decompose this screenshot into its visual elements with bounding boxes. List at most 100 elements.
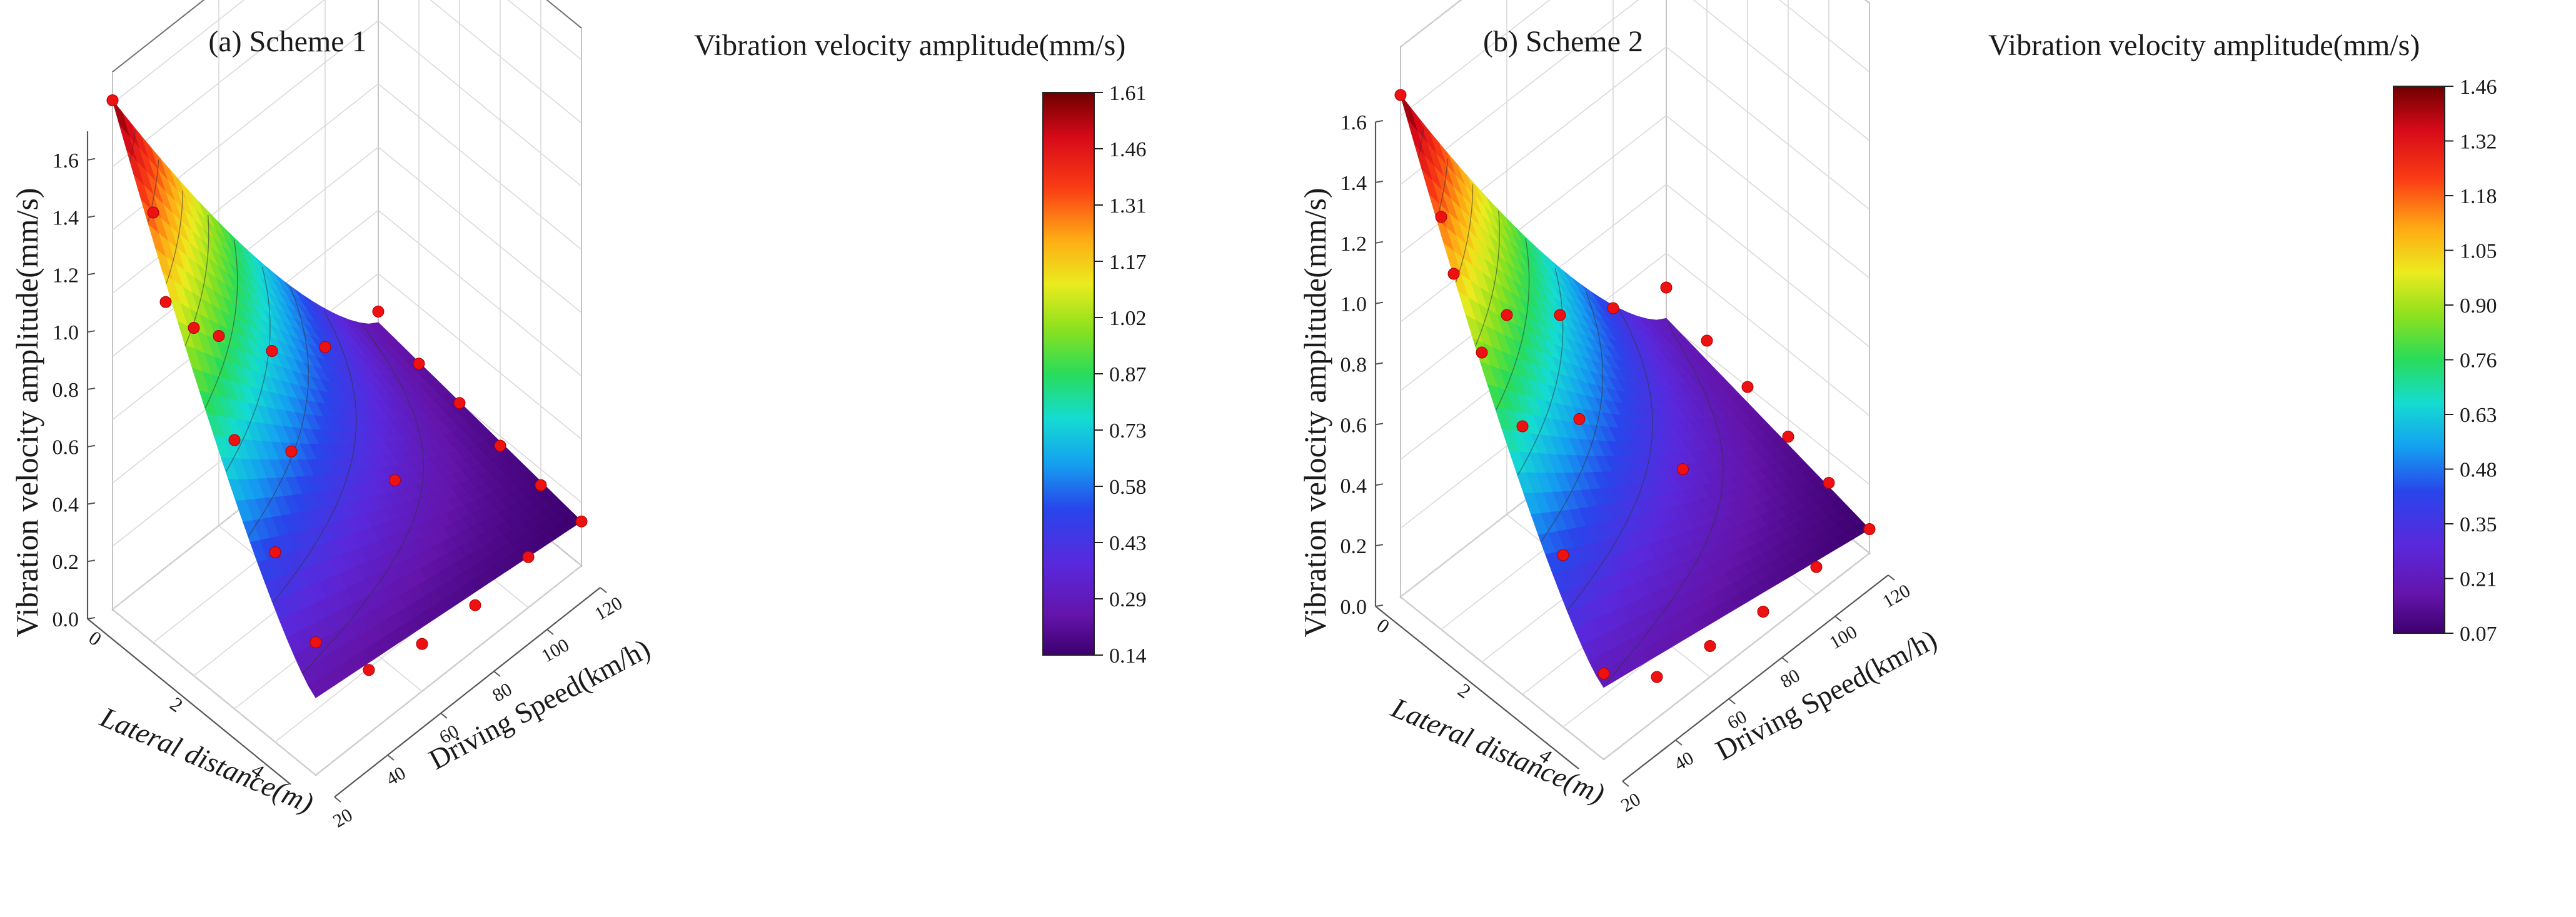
x-axis-line <box>1375 606 1579 769</box>
colorbar-tick-label: 1.61 <box>1109 82 1147 105</box>
z-tick-mark <box>1375 362 1384 365</box>
z-tick-label: 0.0 <box>1341 596 1367 619</box>
measured-point <box>1435 211 1447 223</box>
colorbar-tick-label: 0.90 <box>2460 294 2497 318</box>
measured-point <box>1677 463 1689 476</box>
z-tick-label: 1.2 <box>53 264 79 287</box>
colorbar-tick-label: 0.48 <box>2460 459 2497 482</box>
colorbar-tick-label: 0.43 <box>1109 532 1147 555</box>
y-tick-mark <box>600 587 607 593</box>
measured-point <box>575 515 588 528</box>
z-tick-mark <box>87 158 96 161</box>
z-tick-mark <box>87 559 96 563</box>
y-tick-mark <box>1781 657 1789 663</box>
z-tick-mark <box>87 387 96 390</box>
y-tick-mark <box>387 754 395 761</box>
contour-line <box>225 266 271 473</box>
z-tick-label: 0.8 <box>1341 354 1367 377</box>
y-tick-label: 120 <box>1879 580 1914 612</box>
measured-point <box>1597 668 1610 679</box>
contour-line <box>1436 158 1449 220</box>
z-gridline <box>112 0 582 168</box>
z-tick-labels: 0.0 0.2 0.4 0.6 0.8 1.0 1.2 1.4 1.6 <box>53 149 96 631</box>
z-tick-mark <box>87 617 96 619</box>
contour-line <box>1455 184 1474 283</box>
colorbar-tick-label: 0.07 <box>2460 623 2497 646</box>
y-tick-label: 120 <box>591 593 626 624</box>
measured-point <box>389 474 401 486</box>
measured-point <box>1701 334 1713 347</box>
measured-point <box>469 599 481 611</box>
measured-point <box>228 434 241 446</box>
measured-point <box>1704 640 1716 652</box>
colorbar-tick-label: 1.46 <box>1109 138 1147 161</box>
z-tick-mark <box>87 215 96 218</box>
contour-line <box>1541 291 1604 543</box>
colorbar-tick-label: 1.32 <box>2460 131 2497 154</box>
z-tick-label: 1.4 <box>53 207 79 230</box>
colorbar: 1.61 1.46 1.31 1.17 1.02 0.87 0.73 0.58 0.43 0.29… <box>1042 82 1147 668</box>
chart-title: (a) Scheme 1 <box>208 25 366 58</box>
z-tick-mark <box>1375 241 1384 244</box>
z-tick-label: 1.6 <box>53 149 79 173</box>
measured-point <box>1557 549 1569 561</box>
z-tick-label: 0.4 <box>53 493 79 516</box>
measured-points <box>106 94 588 676</box>
colorbar-bar <box>1042 92 1095 656</box>
contour-line <box>302 324 425 674</box>
y-tick-mark <box>493 671 501 677</box>
z-tick-label: 1.0 <box>53 321 79 344</box>
measured-point <box>285 445 298 458</box>
measured-point <box>1810 561 1823 573</box>
contour-line <box>166 190 184 284</box>
axis-lines <box>86 131 601 798</box>
y-tick-mark <box>1622 781 1629 787</box>
y-tick-mark <box>1675 739 1683 746</box>
y-tick-mark <box>440 713 448 719</box>
z-tick-label: 0.2 <box>53 551 79 574</box>
z-tick-label: 1.0 <box>1341 293 1367 316</box>
contour-line <box>1417 126 1424 158</box>
y-gridline <box>1603 3 1870 760</box>
y-axis-line <box>334 587 601 798</box>
y-tick-label: 20 <box>1618 789 1644 816</box>
z-tick-mark <box>87 273 96 276</box>
z-tick-label: 1.4 <box>1341 172 1367 195</box>
z-tick-mark <box>87 444 96 448</box>
colorbar-tick-label: 0.21 <box>2460 568 2497 591</box>
measured-point <box>309 636 322 648</box>
measured-point <box>159 296 172 308</box>
measured-point <box>1782 431 1794 443</box>
z-tick-mark <box>1375 483 1384 486</box>
colorbar-tick-label: 1.17 <box>1109 251 1147 274</box>
y-tick-mark <box>1888 574 1895 581</box>
chart-title: (b) Scheme 2 <box>1483 25 1643 58</box>
surface-plot-scheme-1: 0.00.20.40.60.81.01.21.41.60242040608010… <box>9 0 1147 832</box>
colorbar-tick-label: 0.29 <box>1109 588 1147 611</box>
z-tick-mark <box>1375 301 1384 304</box>
measured-point <box>147 206 159 219</box>
surface-mesh <box>112 100 582 698</box>
measured-point <box>1660 281 1673 294</box>
z-axis-label: Vibration velocity amplitude(mm/s) <box>9 188 44 637</box>
measured-point <box>1741 381 1754 393</box>
x-tick-label: 2 <box>1454 679 1475 703</box>
contour-line <box>1495 238 1530 411</box>
colorbar-title: Vibration velocity amplitude(mm/s) <box>694 29 1125 62</box>
contour-line <box>1566 310 1653 611</box>
z-axis-label: Vibration velocity amplitude(mm/s) <box>1297 188 1332 637</box>
z-gridline <box>1400 0 1870 116</box>
measured-point <box>266 345 278 357</box>
contour-line <box>1475 211 1500 346</box>
contour-lines <box>129 129 425 674</box>
x-tick-label: 2 <box>166 693 187 717</box>
x-axis-line <box>87 618 291 785</box>
colorbar: 1.46 1.32 1.18 1.05 0.90 0.76 0.63 0.48 0.35 0.21… <box>2393 76 2497 646</box>
measured-point <box>1607 302 1619 314</box>
surface-patch <box>308 679 326 698</box>
measured-point <box>188 322 200 334</box>
z-tick-mark <box>1375 544 1384 547</box>
colorbar-tick-label: 0.14 <box>1109 644 1147 668</box>
colorbar-tick-label: 0.35 <box>2460 513 2497 536</box>
y-tick-mark <box>334 796 341 803</box>
